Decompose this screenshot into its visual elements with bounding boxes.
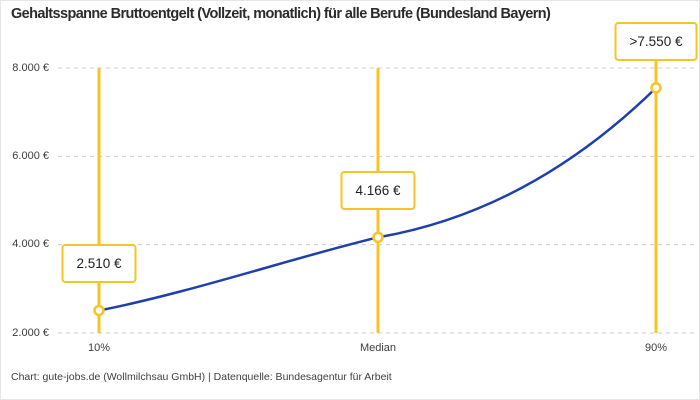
value-label-box: 4.166 € <box>340 171 416 211</box>
y-tick-label: 6.000 € <box>12 149 49 162</box>
data-point <box>650 82 662 94</box>
x-tick-label: 90% <box>644 342 668 354</box>
y-tick-label: 4.000 € <box>12 238 49 251</box>
x-tick-label: Median <box>359 342 397 354</box>
y-tick-label: 2.000 € <box>12 326 49 339</box>
value-label-box: 2.510 € <box>61 244 137 284</box>
chart-title: Gehaltsspanne Bruttoentgelt (Vollzeit, m… <box>11 6 551 22</box>
chart-source-footer: Chart: gute-jobs.de (Wollmilchsau GmbH) … <box>11 371 392 383</box>
data-point <box>93 304 105 317</box>
x-tick-label: 10% <box>87 342 111 354</box>
data-point <box>372 231 384 244</box>
value-label-box: >7.550 € <box>614 21 698 61</box>
y-tick-label: 8.000 € <box>12 61 49 74</box>
